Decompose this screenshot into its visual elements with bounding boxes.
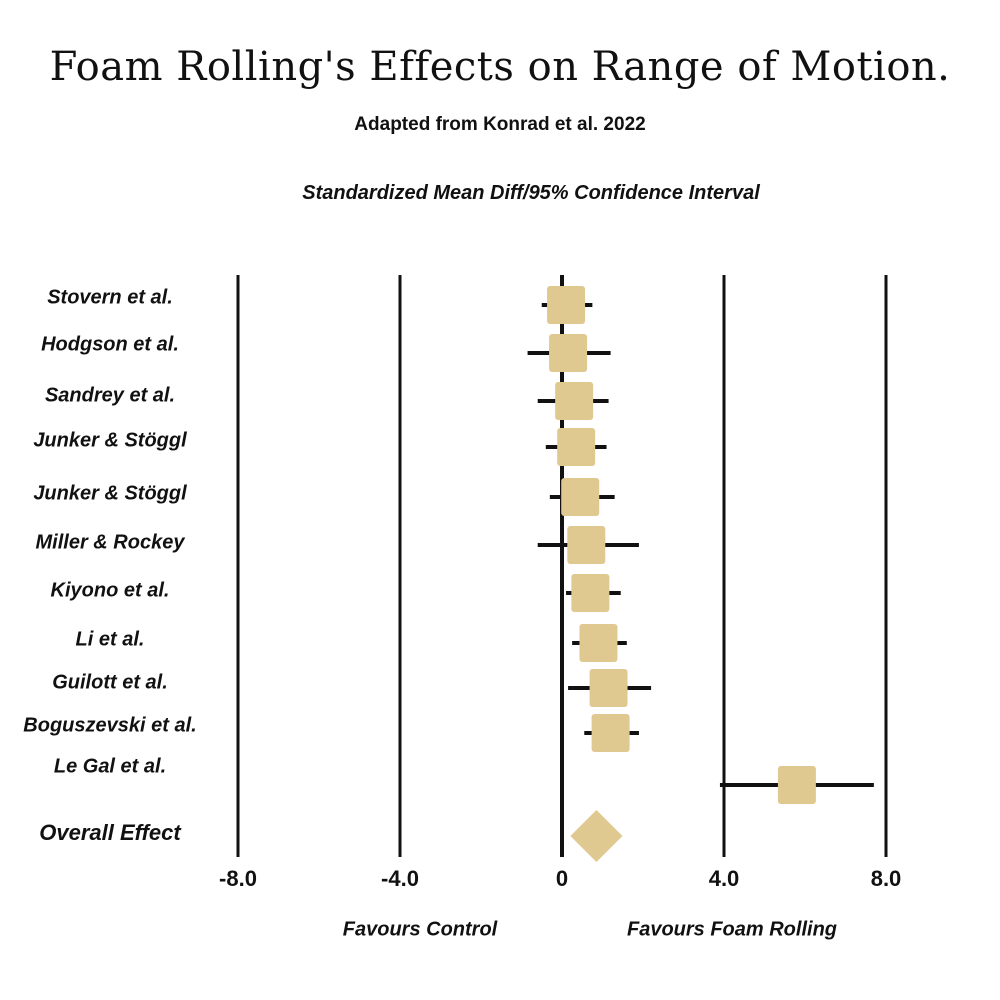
tick-label: 0	[556, 866, 568, 891]
favours-control-label: Favours Control	[343, 918, 498, 940]
study-label: Li et al.	[76, 628, 145, 650]
overall-label: Overall Effect	[39, 820, 182, 845]
effect-marker	[555, 382, 594, 420]
study-label: Sandrey et al.	[45, 384, 175, 406]
effect-marker	[561, 478, 600, 516]
study-label: Boguszevski et al.	[23, 714, 196, 736]
chart-subtitle: Adapted from Konrad et al. 2022	[354, 114, 646, 135]
effect-marker	[777, 766, 816, 804]
study-label: Miller & Rockey	[36, 531, 186, 553]
effect-marker	[571, 574, 610, 612]
study-label: Hodgson et al.	[41, 333, 179, 355]
study-label: Stovern et al.	[47, 286, 173, 308]
axis-caption: Standardized Mean Diff/95% Confidence In…	[302, 182, 760, 204]
favours-foam-rolling-label: Favours Foam Rolling	[627, 918, 837, 940]
tick-label: 8.0	[871, 866, 902, 891]
overall-diamond	[570, 810, 623, 862]
effect-marker	[557, 428, 596, 466]
study-label: Junker & Stöggl	[33, 482, 187, 504]
effect-marker	[579, 624, 618, 662]
tick-label: -8.0	[219, 866, 257, 891]
study-label: Guilott et al.	[52, 671, 168, 693]
effect-marker	[567, 526, 606, 564]
study-label: Junker & Stöggl	[33, 429, 187, 451]
effect-marker	[547, 286, 586, 324]
tick-label: 4.0	[709, 866, 740, 891]
effect-marker	[549, 334, 588, 372]
chart-title: Foam Rolling's Effects on Range of Motio…	[49, 44, 951, 90]
study-label: Le Gal et al.	[54, 755, 166, 777]
tick-label: -4.0	[381, 866, 419, 891]
effect-marker	[589, 669, 628, 707]
study-label: Kiyono et al.	[51, 579, 170, 601]
effect-marker	[591, 714, 630, 752]
